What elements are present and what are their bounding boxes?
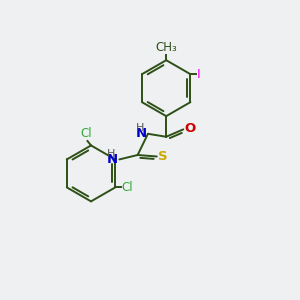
Text: H: H: [107, 148, 115, 158]
Text: N: N: [135, 127, 146, 140]
Text: H: H: [136, 123, 144, 133]
Text: Cl: Cl: [121, 181, 133, 194]
Text: N: N: [107, 153, 118, 166]
Text: CH₃: CH₃: [155, 41, 177, 54]
Text: S: S: [158, 150, 168, 163]
Text: O: O: [184, 122, 196, 135]
Text: Cl: Cl: [80, 127, 92, 140]
Text: I: I: [196, 68, 200, 81]
